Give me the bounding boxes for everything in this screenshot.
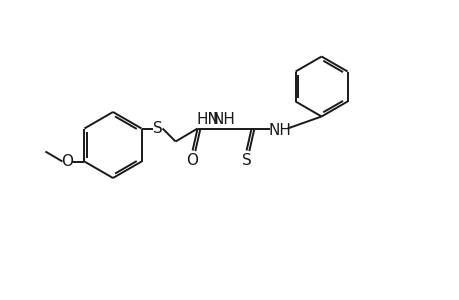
Text: HN: HN (196, 112, 218, 127)
Text: S: S (152, 121, 162, 136)
Text: NH: NH (212, 112, 235, 127)
Text: S: S (241, 153, 251, 168)
Text: O: O (62, 154, 73, 169)
Text: O: O (186, 153, 198, 168)
Text: NH: NH (268, 123, 291, 138)
